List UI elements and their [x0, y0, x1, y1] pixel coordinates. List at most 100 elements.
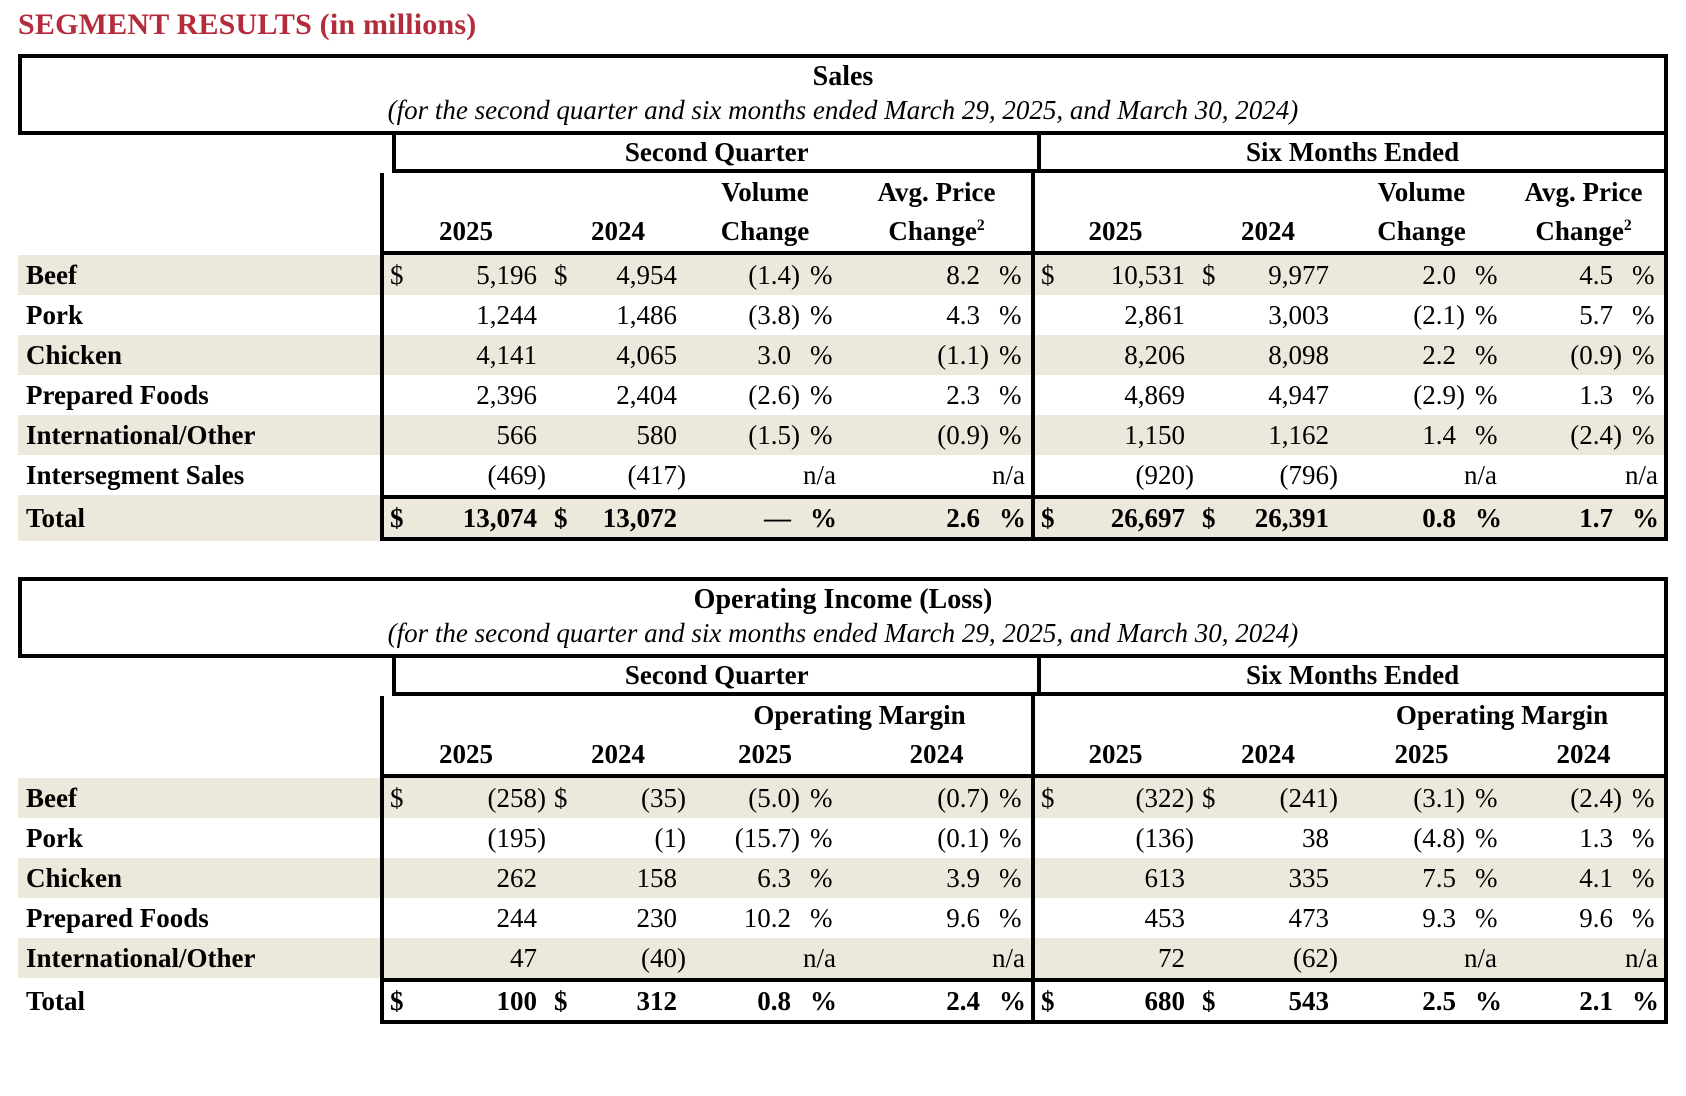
close-paren-slot — [537, 335, 548, 375]
dollar-sign — [1196, 938, 1232, 978]
percent-value-cell: 1.4 — [1340, 415, 1467, 455]
operating-income-title-box: Operating Income (Loss) (for the second … — [18, 577, 1668, 658]
table-row: Intersegment Sales (469) (417) n/a n/a (920)(… — [18, 455, 1668, 495]
amount-cell: (258) — [420, 778, 548, 818]
close-paren-slot: ) — [1456, 300, 1465, 330]
percent-value-cell: (2.4) — [1503, 778, 1624, 818]
table-row: Total $13,074 $13,072 —% 2.6% $26,697 $26,391 0… — [18, 495, 1668, 541]
percent-value-cell: 2.5 — [1340, 982, 1467, 1020]
table-row: Beef $ (258) $ (35) (5.0)% (0.7)% $ (322) $ (241)(… — [18, 778, 1668, 818]
year-header: 2025 — [439, 739, 493, 769]
row-section-sq: 566 580 (1.5)% (0.9)% — [380, 415, 1031, 455]
na-cell: n/a — [1625, 943, 1658, 973]
value-text: 580 — [636, 420, 678, 450]
percent-sign: % — [810, 783, 833, 813]
percent-sign: % — [1475, 380, 1498, 410]
amount-cell: 9,977 — [1232, 255, 1340, 295]
close-paren-slot — [677, 982, 688, 1020]
amount-cell: 543 — [1232, 982, 1340, 1020]
row-section-sq: 2,396 2,404 (2.6)% 2.3% — [380, 375, 1031, 415]
year-header: 2024 — [591, 739, 645, 769]
percent-sign: % — [999, 863, 1022, 893]
dollar-sign — [384, 898, 420, 938]
close-paren-slot: ) — [1185, 783, 1194, 813]
percent-sign: % — [1475, 986, 1502, 1016]
percent-sign: % — [1475, 503, 1502, 533]
row-label: Chicken — [26, 863, 123, 893]
close-paren-slot: ) — [980, 823, 989, 853]
row-section-sme: (920) (796) n/a n/a — [1031, 455, 1668, 495]
year-header: 2025 — [1088, 216, 1143, 246]
na-cell: n/a — [1464, 460, 1497, 490]
amount-cell: 4,065 — [588, 335, 688, 375]
value-text: 4.5 — [1579, 260, 1613, 290]
percent-sign: % — [1632, 340, 1655, 370]
close-paren-slot — [537, 499, 548, 537]
percent-value-cell: 1.3 — [1503, 375, 1624, 415]
percent-value-cell: (0.9) — [1503, 335, 1624, 375]
value-text: 335 — [1288, 863, 1330, 893]
close-paren-slot — [980, 255, 991, 295]
close-paren-slot: ) — [980, 783, 989, 813]
close-paren-slot — [980, 375, 991, 415]
dollar-sign — [548, 455, 588, 495]
row-section-sq: (195) (1) (15.7)% (0.1)% — [380, 818, 1031, 858]
close-paren-slot — [1185, 415, 1196, 455]
value-text: 8,206 — [1124, 340, 1185, 370]
row-section-sq: $5,196 $4,954 (1.4)% 8.2% — [380, 255, 1031, 295]
amount-cell: 1,150 — [1081, 415, 1196, 455]
table-title: Sales — [812, 61, 874, 92]
percent-sign: % — [810, 863, 833, 893]
close-paren-slot — [980, 499, 991, 537]
percent-value-cell: 0.8 — [688, 982, 802, 1020]
close-paren-slot — [1185, 858, 1196, 898]
dollar-sign: $ — [390, 986, 404, 1016]
value-text: 1.3 — [1579, 823, 1613, 853]
amount-cell: 8,098 — [1232, 335, 1340, 375]
row-section-sme: 72 (62) n/a n/a — [1031, 938, 1668, 978]
value-text: 72 — [1158, 943, 1185, 973]
year-header: 2025 — [1088, 739, 1143, 769]
table-row: Chicken 262 158 6.3% 3.9% 613 335 7.5% 4.1% — [18, 858, 1668, 898]
row-section-sq: (469) (417) n/a n/a — [380, 455, 1031, 495]
dollar-sign — [1196, 898, 1232, 938]
dollar-sign — [1035, 455, 1081, 495]
dollar-sign — [1035, 818, 1081, 858]
value-text: (2.4 — [1570, 420, 1613, 450]
close-paren-slot — [1613, 858, 1624, 898]
year-header: 2024 — [591, 216, 645, 246]
row-section-sme: $680 $543 2.5% 2.1% — [1031, 978, 1668, 1024]
percent-sign: % — [810, 340, 833, 370]
value-text: (0.7 — [937, 783, 980, 813]
table-subtitle: (for the second quarter and six months e… — [387, 618, 1299, 648]
value-text: 244 — [496, 903, 538, 933]
close-paren-slot — [677, 858, 688, 898]
operating-margin-header: Operating Margin — [1395, 700, 1609, 730]
amount-cell: 2,404 — [588, 375, 688, 415]
percent-value-cell: 9.6 — [842, 898, 991, 938]
percent-sign: % — [810, 823, 833, 853]
close-paren-slot — [1329, 335, 1340, 375]
percent-sign: % — [1475, 903, 1498, 933]
table-row: International/Other 47 (40) n/a n/a 72 (62) n/a… — [18, 938, 1668, 978]
close-paren-slot: ) — [1329, 783, 1338, 813]
na-cell: n/a — [803, 943, 836, 973]
na-cell: n/a — [992, 460, 1025, 490]
value-text: (35 — [641, 783, 677, 813]
close-paren-slot: ) — [677, 943, 686, 973]
percent-value-cell: 6.3 — [688, 858, 802, 898]
dollar-sign: $ — [1041, 783, 1055, 813]
subheader-section-sme: Volume Avg. Price 2025 2024 Change Change2 — [1031, 173, 1668, 255]
dollar-sign — [1035, 295, 1081, 335]
amount-cell: (195) — [420, 818, 548, 858]
value-text: 7.5 — [1422, 863, 1456, 893]
close-paren-slot — [677, 255, 688, 295]
dollar-sign — [548, 818, 588, 858]
amount-cell: 4,141 — [420, 335, 548, 375]
close-paren-slot — [1613, 818, 1624, 858]
amount-cell: 38 — [1232, 818, 1340, 858]
close-paren-slot: ) — [791, 823, 800, 853]
percent-value-cell: 9.6 — [1503, 898, 1624, 938]
value-text: 4,947 — [1268, 380, 1329, 410]
percent-sign: % — [1475, 420, 1498, 450]
